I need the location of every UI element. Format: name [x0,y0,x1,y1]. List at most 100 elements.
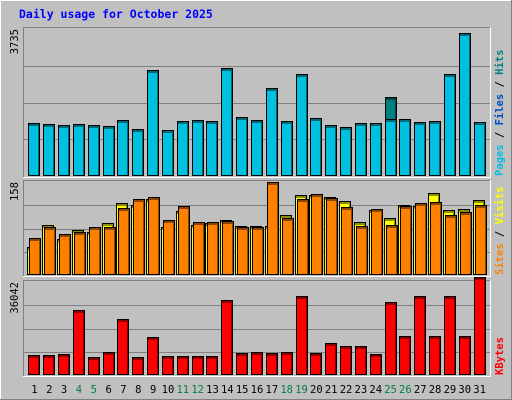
kbytes-bar-outline [340,346,352,375]
kbytes-bar-kbytes-27 [414,296,426,375]
x-tick-label: 27 [414,384,427,396]
hits-bar-outline [355,123,367,176]
kbytes-bar-kbytes-24 [370,354,382,375]
visits-bar-top [476,206,486,208]
hits-bar-fill [163,131,173,176]
hits-max-label: 3735 [9,29,21,54]
hits-bar-pages-16 [251,120,263,176]
hits-bar-fill [282,122,292,176]
kbytes-bar-outline [206,356,218,375]
hits-legend-item-2: Files [494,94,506,126]
visits-bar-sites-17 [267,182,279,275]
kbytes-bar-fill [118,320,128,375]
kbytes-bar-fill [400,337,410,375]
visits-bar-top [459,210,469,212]
visits-bar-outline [104,227,116,275]
visits-bar-sites-6 [104,227,116,275]
kbytes-bar-kbytes-29 [444,296,456,375]
hits-bar-pages-12 [192,120,204,176]
hits-bar-fill [222,69,232,176]
visits-bar-top [342,208,352,210]
visits-bar-sites-22 [341,207,353,275]
x-tick-label: 15 [236,384,249,396]
visits-bar-fill [342,208,352,275]
kbytes-bar-kbytes-30 [459,336,471,375]
hits-bar-fill [430,122,440,176]
hits-bar-fill [148,71,158,176]
visits-bar-sites-16 [252,227,264,275]
visits-bar-sites-23 [356,226,368,275]
hits-bar-pages-15 [236,117,248,176]
visits-bar-fill [446,216,456,275]
hits-legend-item-3: / [494,75,506,94]
kbytes-bar-kbytes-14 [221,300,233,375]
kbytes-bar-kbytes-8 [132,357,144,375]
visits-bar-outline [133,199,145,275]
visits-bar-outline [44,227,56,275]
kbytes-bar-kbytes-23 [355,346,367,375]
x-tick-label: 4 [76,384,82,396]
hits-bar-outline [58,125,70,176]
kbytes-bar-fill [371,355,381,375]
x-tick-label: 8 [135,384,141,396]
kbytes-bar-top [297,297,307,299]
hits-bar-outline [43,124,55,176]
hits-bar-pages-27 [414,122,426,176]
visits-bar-top [253,228,263,230]
visits-bar-sites-27 [415,203,427,275]
visits-bar-outline [326,198,338,275]
hits-legend-item-4: Hits [494,50,506,75]
kbytes-bar-kbytes-26 [399,336,411,375]
visits-panel: 158 Sites / Visits [9,180,506,277]
hits-bar-top [326,126,336,128]
kbytes-bar-outline [474,277,486,375]
hits-bar-top [118,121,128,123]
hits-bar-outline [444,74,456,176]
visits-bar-outline [74,232,86,275]
hits-bar-top [386,120,396,122]
kbytes-bar-top [400,337,410,339]
hits-bar-top [386,98,396,100]
visits-bar-top [446,216,456,218]
kbytes-bar-fill [222,301,232,375]
kbytes-bar-fill [252,353,262,375]
hits-bar-fill [297,75,307,176]
chart-title: Daily usage for October 2025 [19,7,213,21]
kbytes-bar-top [222,301,232,303]
visits-bar-sites-2 [44,227,56,275]
visits-bar-top [134,200,144,202]
visits-bar-fill [194,223,204,275]
hits-bar-top [163,131,173,133]
visits-bar-top [268,183,278,185]
kbytes-bar-outline [88,357,100,375]
x-tick-label: 26 [399,384,412,396]
kbytes-bar-outline [132,357,144,375]
visits-bar-fill [253,228,263,275]
visits-legend-item-0: Sites [494,243,506,275]
kbytes-bar-top [118,320,128,322]
kbytes-bar-fill [207,357,217,375]
kbytes-bar-outline [73,310,85,375]
kbytes-bar-top [207,357,217,359]
visits-bar-outline [430,202,442,275]
visits-bar-fill [30,239,40,275]
hits-bar-outline [147,70,159,176]
visits-bar-sites-8 [133,199,145,275]
x-tick-label: 1 [31,384,37,396]
hits-bar-pages-17 [266,88,278,176]
hits-bar-top [207,122,217,124]
visits-bar-top [387,226,397,228]
hits-bar-pages-21 [325,125,337,176]
hits-bar-outline [117,120,129,176]
hits-bar-outline [177,121,189,176]
visits-bar-top [119,209,129,211]
hits-bar-fill [44,125,54,176]
visits-bar-top [429,194,439,196]
kbytes-bar-top [104,353,114,355]
visits-bar-outline [89,227,101,275]
visits-bar-top [149,198,159,200]
hits-bar-pages-13 [206,121,218,176]
visits-legend-item-2: Visits [494,186,506,224]
hits-bar-outline [474,122,486,176]
visits-bar-top [30,239,40,241]
